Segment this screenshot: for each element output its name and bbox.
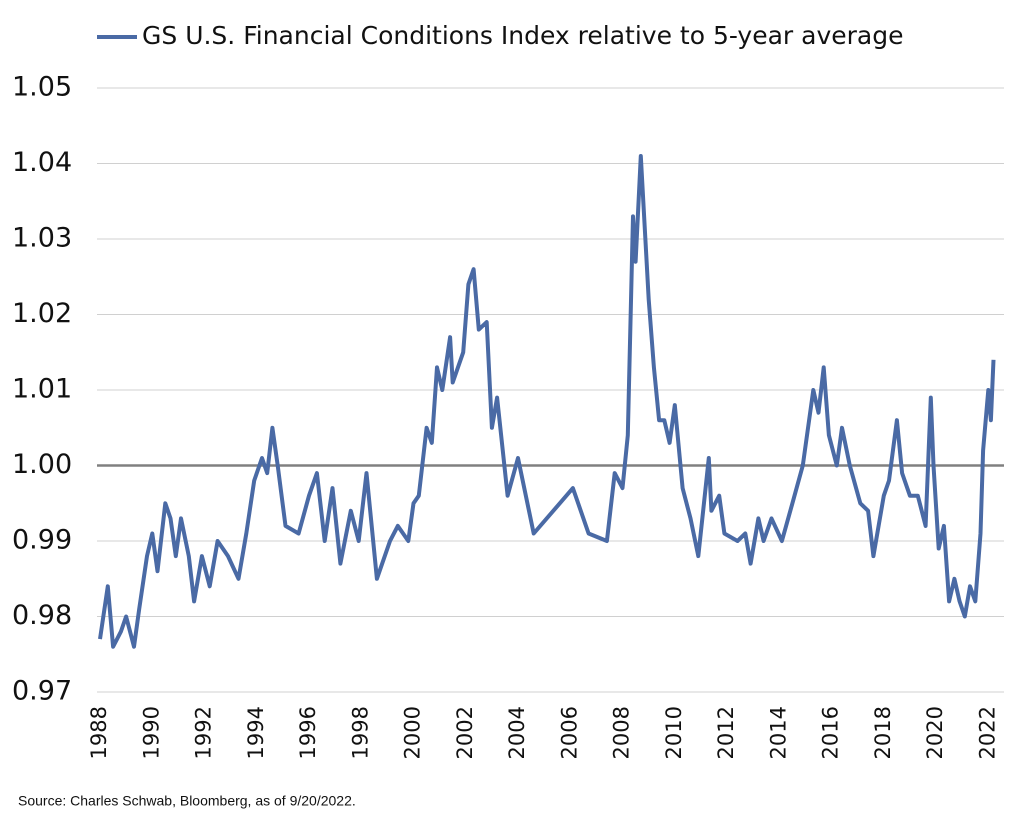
x-tick-label: 2018 bbox=[871, 706, 895, 759]
x-tick-label: 2006 bbox=[557, 706, 581, 759]
x-tick-label: 1990 bbox=[139, 706, 163, 759]
x-tick-label: 2010 bbox=[662, 706, 686, 759]
x-tick-label: 2016 bbox=[819, 706, 843, 759]
x-tick-label: 2004 bbox=[505, 706, 529, 759]
y-tick-label: 1.05 bbox=[12, 72, 72, 103]
y-tick-label: 0.99 bbox=[12, 525, 72, 556]
x-tick-label: 2000 bbox=[401, 706, 425, 759]
x-tick-label: 1994 bbox=[244, 706, 268, 759]
x-tick-label: 2008 bbox=[610, 706, 634, 759]
x-tick-label: 2014 bbox=[766, 706, 790, 759]
x-tick-label: 2022 bbox=[975, 706, 999, 759]
y-tick-label: 0.98 bbox=[12, 600, 72, 631]
y-tick-label: 1.00 bbox=[12, 449, 72, 480]
x-tick-label: 2002 bbox=[453, 706, 477, 759]
series-line bbox=[98, 154, 996, 649]
y-tick-label: 1.03 bbox=[12, 223, 72, 254]
x-tick-label: 1998 bbox=[348, 706, 372, 759]
x-tick-label: 2012 bbox=[714, 706, 738, 759]
x-tick-label: 1988 bbox=[87, 706, 111, 759]
y-tick-label: 1.04 bbox=[12, 147, 72, 178]
y-tick-label: 1.02 bbox=[12, 298, 72, 329]
x-tick-label: 1992 bbox=[192, 706, 216, 759]
y-tick-label: 1.01 bbox=[12, 374, 72, 405]
x-tick-label: 1996 bbox=[296, 706, 320, 759]
legend-label: GS U.S. Financial Conditions Index relat… bbox=[142, 21, 904, 50]
y-tick-label: 0.97 bbox=[12, 676, 72, 707]
source-note: Source: Charles Schwab, Bloomberg, as of… bbox=[18, 793, 356, 809]
x-tick-label: 2020 bbox=[923, 706, 947, 759]
